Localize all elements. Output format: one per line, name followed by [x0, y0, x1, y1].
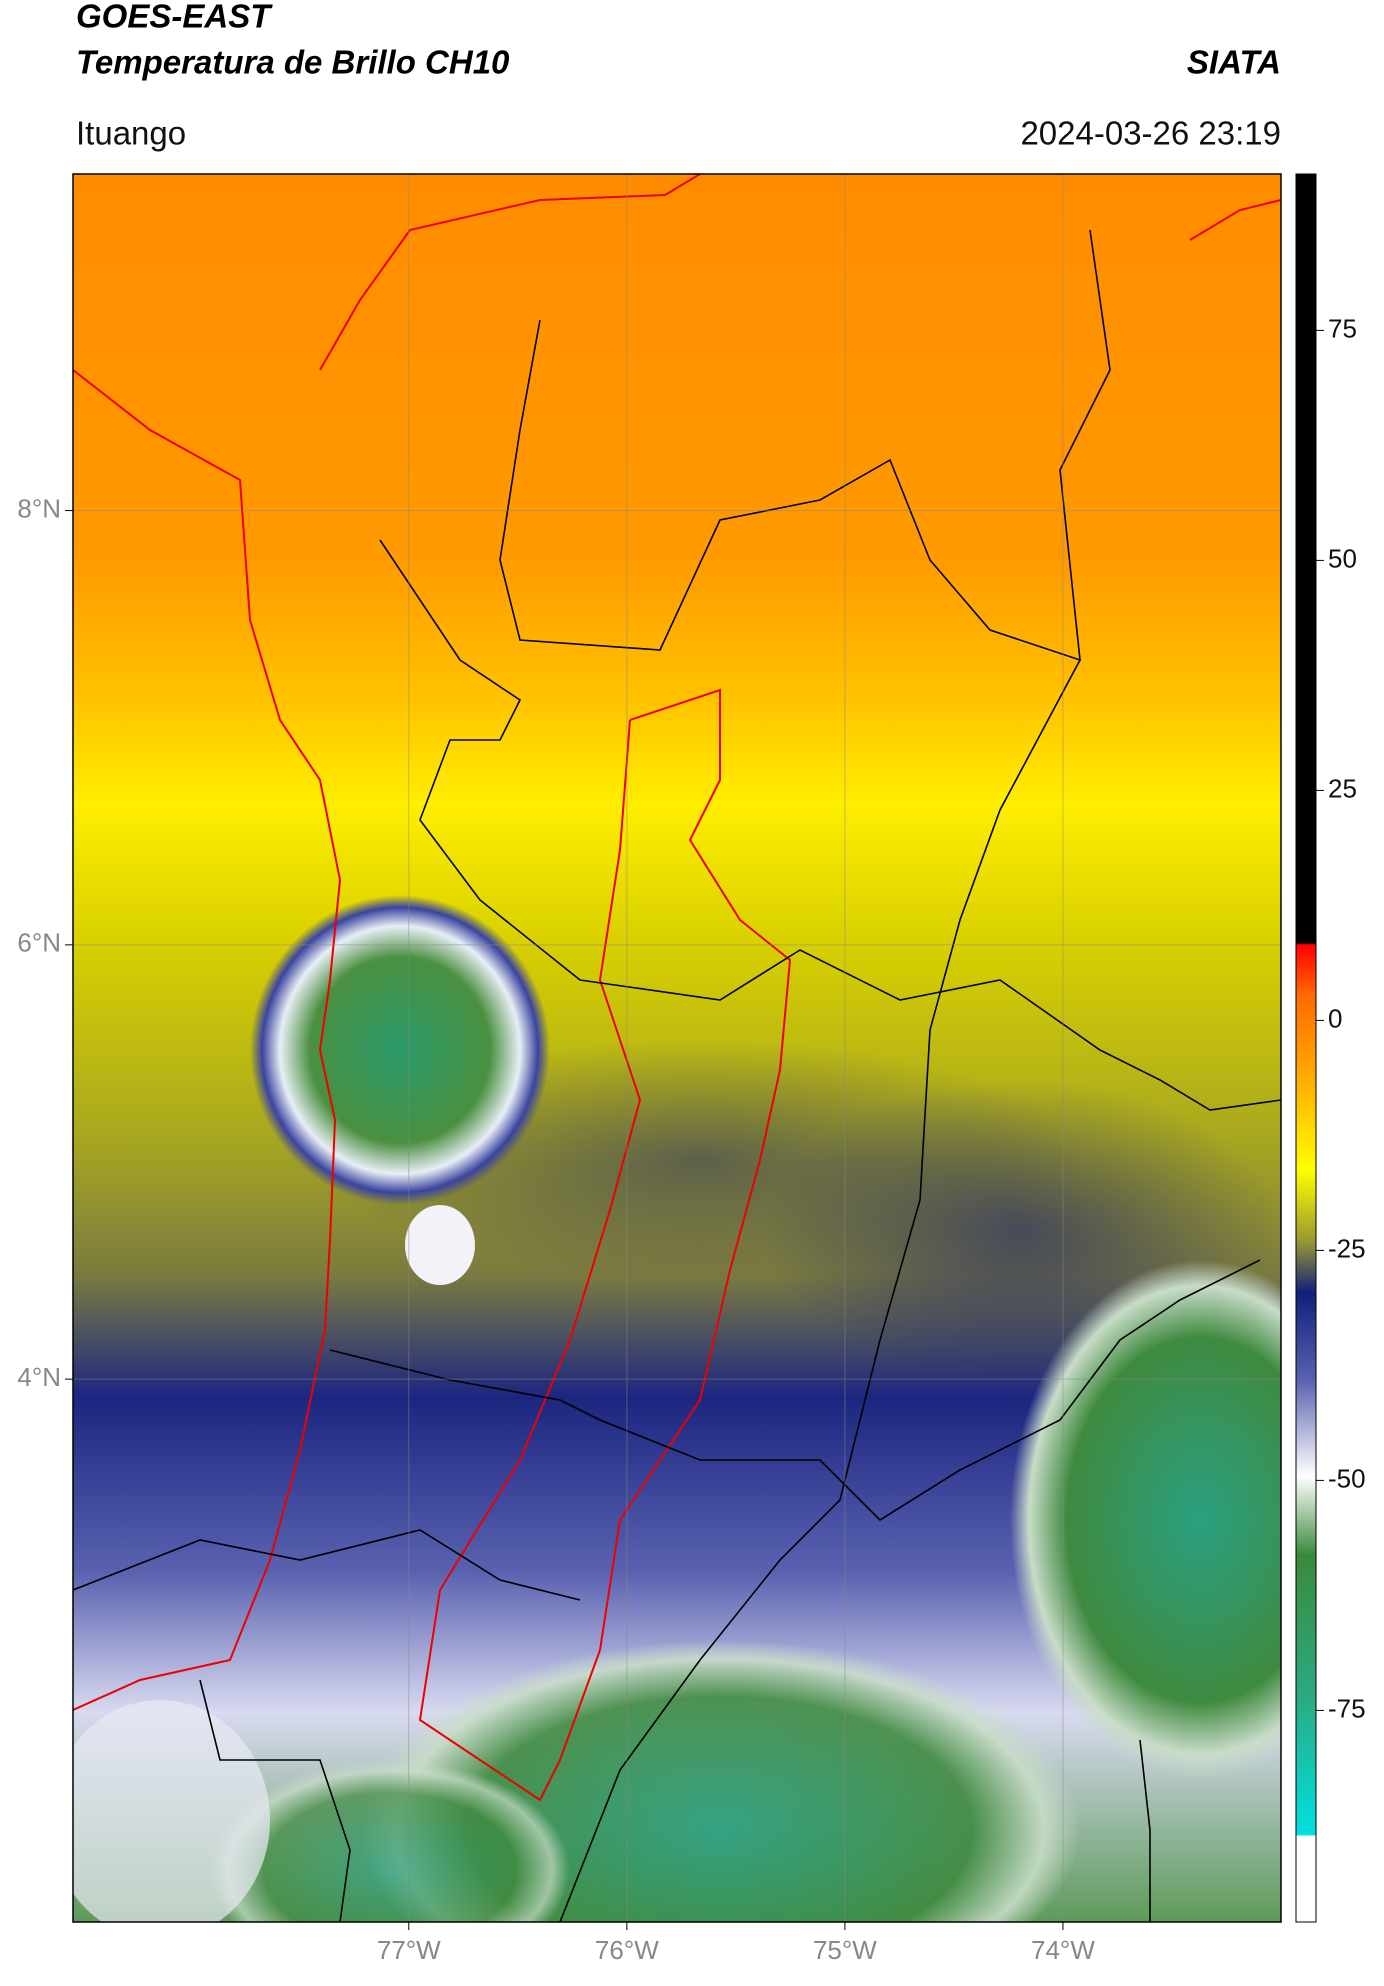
y-tick-label: 8°N: [17, 493, 61, 523]
location: Ituango: [76, 115, 186, 152]
x-tick-label: 76°W: [595, 1935, 659, 1965]
brand: SIATA: [1187, 44, 1281, 81]
y-tick-label: 6°N: [17, 928, 61, 958]
colorbar-tick-label: -25: [1328, 1233, 1366, 1263]
timestamp: 2024-03-26 23:19: [1020, 115, 1281, 152]
colorbar-tick-label: 50: [1328, 543, 1357, 573]
x-tick-label: 74°W: [1031, 1935, 1095, 1965]
colorbar-tick-label: 0: [1328, 1003, 1342, 1033]
title: GOES-EAST: [76, 0, 273, 35]
map-frame: [72, 173, 1282, 1923]
colorbar-tick-label: -75: [1328, 1693, 1366, 1723]
subtitle: Temperatura de Brillo CH10: [76, 44, 510, 81]
colorbar-tick-label: 75: [1328, 313, 1357, 343]
x-tick-label: 77°W: [377, 1935, 441, 1965]
graticule: [65, 174, 1281, 1930]
y-tick-label: 4°N: [17, 1362, 61, 1392]
x-tick-label: 75°W: [813, 1935, 877, 1965]
colorbar-tick-label: -50: [1328, 1463, 1366, 1493]
colorbar-tick-label: 25: [1328, 773, 1357, 803]
satellite-image: [73, 174, 1281, 1922]
colorbar: [1295, 173, 1317, 1923]
